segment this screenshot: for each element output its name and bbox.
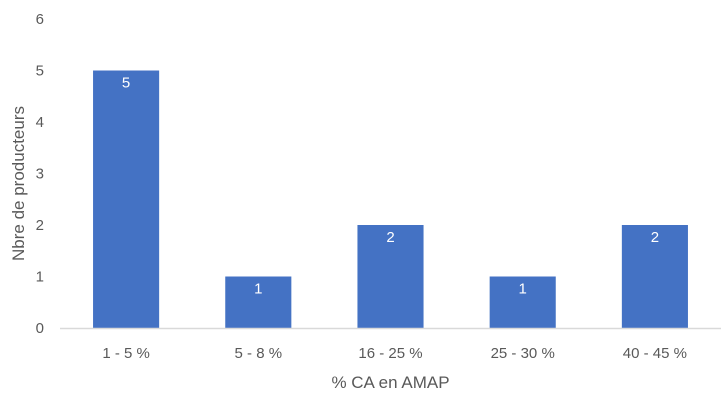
bars bbox=[93, 70, 688, 328]
bar bbox=[621, 225, 688, 328]
y-tick-label: 4 bbox=[36, 114, 44, 131]
x-tick-label: 40 - 45 % bbox=[623, 345, 687, 362]
y-tick-label: 5 bbox=[36, 63, 44, 80]
y-tick-label: 2 bbox=[36, 217, 44, 234]
bar-value-label: 1 bbox=[254, 281, 262, 298]
x-tick-label: 5 - 8 % bbox=[235, 345, 283, 362]
x-tick-label: 16 - 25 % bbox=[358, 345, 422, 362]
bar-value-label: 2 bbox=[386, 229, 394, 246]
bar-value-label: 5 bbox=[122, 75, 130, 92]
bar bbox=[225, 276, 292, 328]
bar bbox=[93, 70, 160, 328]
x-tick-label: 1 - 5 % bbox=[102, 345, 150, 362]
y-axis-title: Nbre de producteurs bbox=[9, 106, 28, 261]
bar bbox=[357, 225, 424, 328]
bar-data-labels: 5 1 2 1 2 bbox=[122, 75, 659, 298]
x-axis-ticks: 1 - 5 % 5 - 8 % 16 - 25 % 25 - 30 % 40 - 45 … bbox=[102, 345, 687, 362]
bar-value-label: 2 bbox=[651, 229, 659, 246]
bar-value-label: 1 bbox=[519, 281, 527, 298]
y-tick-label: 1 bbox=[36, 269, 44, 286]
x-axis-title: % CA en AMAP bbox=[331, 373, 449, 392]
y-tick-label: 0 bbox=[36, 320, 44, 337]
y-tick-label: 3 bbox=[36, 166, 44, 183]
y-tick-label: 6 bbox=[36, 11, 44, 28]
y-axis-ticks: 0 1 2 3 4 5 6 bbox=[36, 11, 44, 337]
bar bbox=[489, 276, 556, 328]
x-tick-label: 25 - 30 % bbox=[491, 345, 555, 362]
